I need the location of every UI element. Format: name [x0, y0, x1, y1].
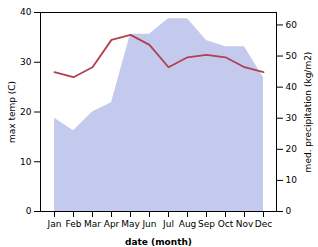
svg-text:Oct: Oct	[218, 219, 234, 229]
svg-text:Jul: Jul	[162, 219, 174, 229]
svg-text:Nov: Nov	[236, 219, 254, 229]
svg-text:Apr: Apr	[104, 219, 120, 229]
svg-text:60: 60	[286, 20, 298, 30]
svg-text:Feb: Feb	[66, 219, 82, 229]
svg-text:Dec: Dec	[255, 219, 272, 229]
svg-text:Jun: Jun	[141, 219, 156, 229]
svg-text:max temp (C): max temp (C)	[7, 81, 17, 143]
svg-text:0: 0	[26, 206, 32, 216]
svg-text:30: 30	[20, 57, 32, 67]
svg-text:May: May	[121, 219, 140, 229]
svg-text:10: 10	[20, 157, 32, 167]
svg-text:40: 40	[20, 7, 32, 17]
svg-text:Aug: Aug	[179, 219, 197, 229]
svg-text:20: 20	[20, 107, 32, 117]
svg-text:Jan: Jan	[47, 219, 62, 229]
svg-text:0: 0	[286, 206, 292, 216]
svg-text:40: 40	[286, 82, 298, 92]
svg-text:30: 30	[286, 113, 298, 123]
svg-text:Mar: Mar	[84, 219, 101, 229]
svg-text:20: 20	[286, 144, 298, 154]
svg-text:med. precipitation (kg/m2): med. precipitation (kg/m2)	[303, 52, 313, 173]
svg-text:Sep: Sep	[198, 219, 215, 229]
svg-text:date (month): date (month)	[125, 237, 192, 247]
svg-text:50: 50	[286, 51, 298, 61]
svg-text:10: 10	[286, 175, 298, 185]
